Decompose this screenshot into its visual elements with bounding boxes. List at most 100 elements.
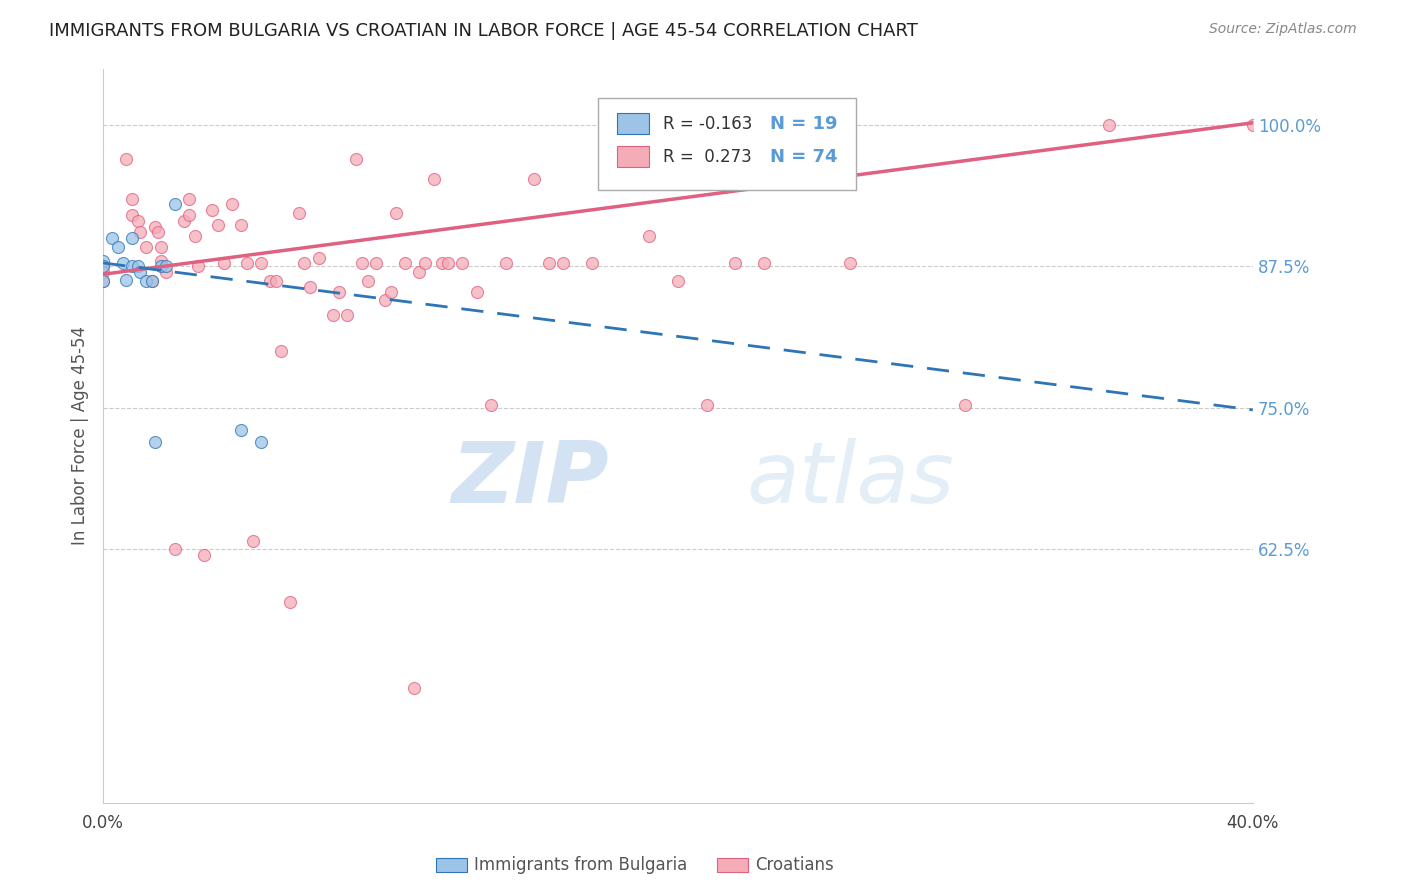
Text: IMMIGRANTS FROM BULGARIA VS CROATIAN IN LABOR FORCE | AGE 45-54 CORRELATION CHAR: IMMIGRANTS FROM BULGARIA VS CROATIAN IN … — [49, 22, 918, 40]
Text: Immigrants from Bulgaria: Immigrants from Bulgaria — [474, 856, 688, 874]
Point — [250, 256, 273, 270]
Point — [278, 595, 301, 609]
Point — [91, 274, 114, 288]
Point — [179, 209, 201, 223]
Y-axis label: In Labor Force | Age 45-54: In Labor Force | Age 45-54 — [72, 326, 89, 545]
Text: N = 74: N = 74 — [770, 148, 838, 166]
Text: atlas: atlas — [747, 439, 955, 522]
Point — [229, 423, 252, 437]
Point — [328, 285, 350, 300]
Point — [523, 172, 546, 186]
Point — [336, 308, 359, 322]
Point — [581, 256, 603, 270]
Point — [287, 206, 309, 220]
Point — [322, 308, 344, 322]
Point — [179, 192, 201, 206]
Point — [187, 260, 209, 274]
Point — [250, 434, 273, 449]
Point — [212, 256, 235, 270]
Point — [107, 240, 129, 254]
Point — [135, 274, 157, 288]
Point — [229, 218, 252, 232]
Text: ZIP: ZIP — [451, 439, 609, 522]
Point — [422, 172, 444, 186]
Point — [91, 253, 114, 268]
Point — [221, 197, 243, 211]
Point — [432, 256, 454, 270]
Point — [537, 256, 560, 270]
Point — [121, 260, 143, 274]
Point — [146, 226, 169, 240]
Bar — [617, 146, 650, 167]
Point — [184, 228, 207, 243]
Point — [100, 231, 122, 245]
Point — [143, 219, 166, 234]
Point — [149, 260, 172, 274]
Point — [465, 285, 488, 300]
Point — [121, 209, 143, 223]
Point — [308, 252, 330, 266]
Point — [141, 274, 163, 288]
Point — [91, 260, 114, 274]
Point — [207, 218, 229, 232]
Point — [638, 228, 661, 243]
Point — [155, 260, 177, 274]
Point — [121, 192, 143, 206]
Point — [299, 279, 322, 293]
Point — [292, 256, 315, 270]
Point — [141, 274, 163, 288]
Point — [1098, 118, 1121, 132]
Point — [259, 274, 281, 288]
Point — [236, 256, 259, 270]
Point — [380, 285, 402, 300]
Point — [270, 344, 292, 359]
Point — [495, 256, 517, 270]
Point — [810, 172, 832, 186]
Point — [201, 202, 224, 217]
Bar — [617, 113, 650, 134]
Point — [242, 534, 264, 549]
Point — [408, 265, 430, 279]
Point — [163, 541, 186, 556]
Point — [479, 398, 502, 412]
Point — [394, 256, 416, 270]
Point — [91, 274, 114, 288]
Point — [91, 260, 114, 274]
Point — [149, 240, 172, 254]
Point — [143, 434, 166, 449]
Point — [356, 274, 378, 288]
Point — [551, 256, 574, 270]
Point — [129, 226, 152, 240]
Point — [413, 256, 436, 270]
Point — [385, 206, 408, 220]
Point — [127, 260, 149, 274]
Point — [374, 293, 396, 308]
Point — [1241, 118, 1264, 132]
Point — [129, 265, 152, 279]
Point — [112, 256, 135, 270]
Point — [451, 256, 474, 270]
Point — [91, 265, 114, 279]
Point — [193, 548, 215, 562]
Point — [437, 256, 460, 270]
Point — [754, 256, 776, 270]
Point — [344, 152, 367, 166]
Point — [115, 152, 138, 166]
Point — [724, 256, 747, 270]
Point — [115, 273, 138, 287]
Point — [839, 256, 862, 270]
Point — [609, 138, 631, 153]
Point — [402, 681, 425, 695]
Point — [350, 256, 373, 270]
Text: Source: ZipAtlas.com: Source: ZipAtlas.com — [1209, 22, 1357, 37]
Point — [135, 240, 157, 254]
Point — [155, 265, 177, 279]
Text: R = -0.163: R = -0.163 — [664, 115, 752, 133]
Point — [173, 214, 195, 228]
Text: R =  0.273: R = 0.273 — [664, 148, 752, 166]
Point — [955, 398, 977, 412]
FancyBboxPatch shape — [598, 98, 856, 190]
Point — [264, 274, 287, 288]
Point — [666, 274, 689, 288]
Point — [127, 214, 149, 228]
